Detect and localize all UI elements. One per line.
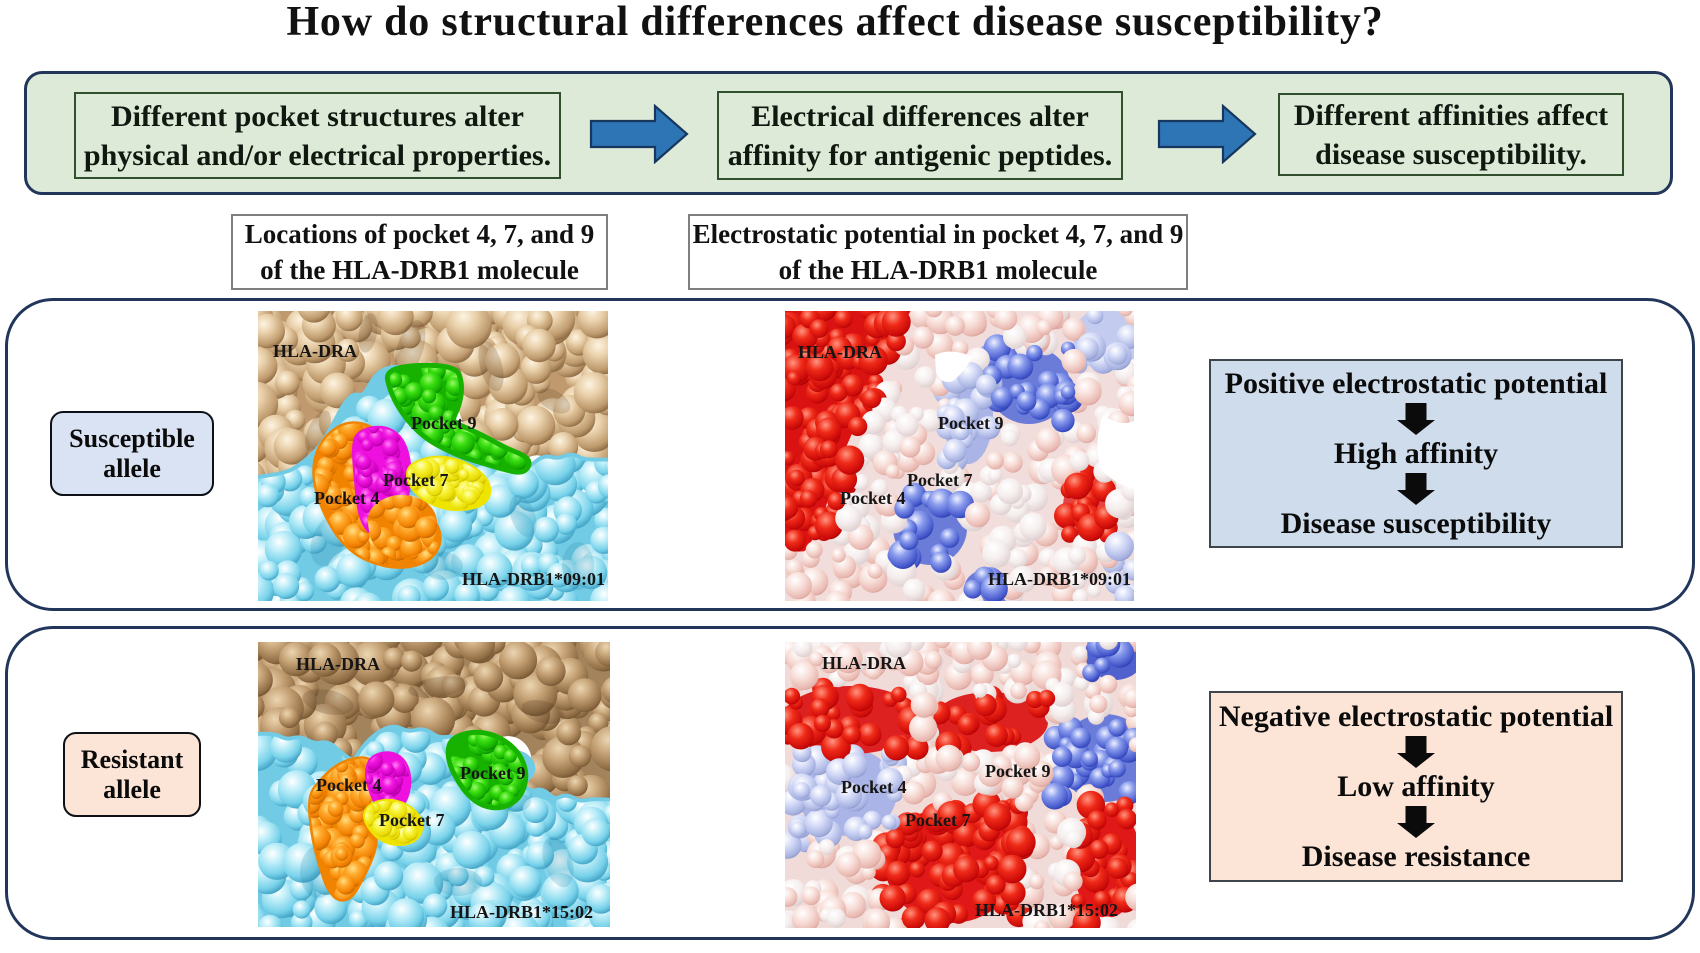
svg-text:HLA-DRA: HLA-DRA [273, 341, 357, 361]
svg-text:Pocket 7: Pocket 7 [379, 810, 444, 830]
svg-text:Pocket 7: Pocket 7 [907, 470, 972, 490]
svg-text:Pocket 4: Pocket 4 [841, 777, 906, 797]
svg-text:Pocket 9: Pocket 9 [411, 413, 476, 433]
svg-text:Pocket 7: Pocket 7 [905, 810, 970, 830]
svg-text:Pocket 4: Pocket 4 [840, 488, 905, 508]
svg-text:HLA-DRA: HLA-DRA [822, 653, 906, 673]
svg-text:Pocket 9: Pocket 9 [938, 413, 1003, 433]
svg-text:HLA-DRB1*15:02: HLA-DRB1*15:02 [450, 902, 593, 922]
svg-text:HLA-DRA: HLA-DRA [296, 654, 380, 674]
svg-text:Pocket 7: Pocket 7 [383, 470, 448, 490]
svg-text:HLA-DRB1*15:02: HLA-DRB1*15:02 [975, 900, 1118, 920]
svg-text:Pocket 4: Pocket 4 [316, 775, 381, 795]
svg-text:Pocket 9: Pocket 9 [460, 763, 525, 783]
svg-text:Pocket 9: Pocket 9 [985, 761, 1050, 781]
svg-text:Pocket 4: Pocket 4 [314, 488, 379, 508]
svg-text:HLA-DRB1*09:01: HLA-DRB1*09:01 [988, 569, 1131, 589]
svg-text:HLA-DRB1*09:01: HLA-DRB1*09:01 [462, 569, 605, 589]
svg-text:HLA-DRA: HLA-DRA [798, 342, 882, 362]
